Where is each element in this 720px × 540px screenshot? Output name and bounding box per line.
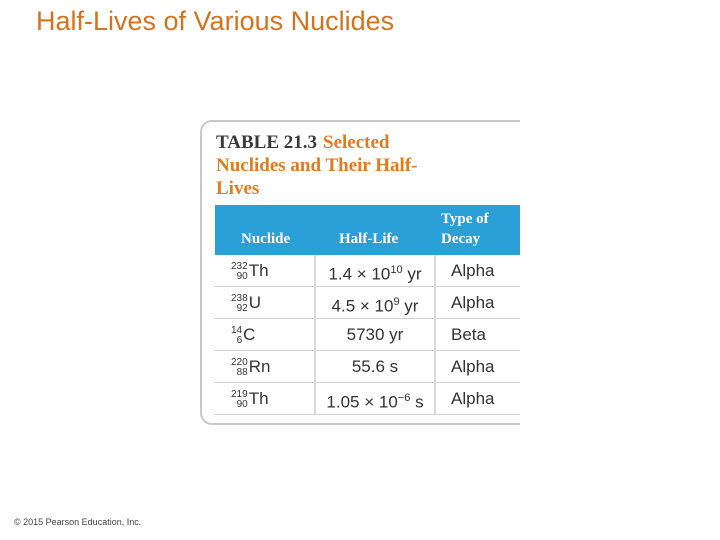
half-life-unit: yr bbox=[404, 296, 419, 316]
atomic-number: 92 bbox=[236, 302, 248, 314]
half-life-exponent: 9 bbox=[393, 296, 400, 308]
decay-cell: Alpha bbox=[451, 293, 495, 312]
element-symbol: Th bbox=[248, 261, 269, 280]
atomic-number: 90 bbox=[236, 270, 248, 282]
table-label: TABLE 21.3 bbox=[216, 132, 318, 153]
half-life-cell: 5730 yr bbox=[315, 319, 435, 350]
atomic-number: 88 bbox=[236, 366, 248, 378]
isotope-numbers: 220 88 bbox=[231, 356, 248, 378]
column-separator bbox=[314, 287, 316, 319]
isotope-numbers: 238 92 bbox=[231, 292, 248, 314]
half-life-cell: 4.5 × 109 yr bbox=[315, 287, 435, 318]
table-caption: TABLE 21.3 Selected Nuclides and Their Ha… bbox=[216, 131, 456, 200]
header-cell: Nuclide bbox=[241, 231, 291, 247]
column-separator bbox=[314, 255, 316, 287]
column-separator bbox=[434, 319, 436, 351]
column-separator bbox=[434, 351, 436, 383]
isotope-numbers: 232 90 bbox=[231, 260, 248, 282]
element-symbol: U bbox=[248, 293, 261, 312]
header-cell: Type of Decay bbox=[441, 211, 489, 247]
half-life-cell: 1.05 × 10−6 s bbox=[315, 383, 435, 414]
half-life-base: 1.4 × 10 bbox=[328, 264, 391, 284]
caption-text: Selected Nuclides and Their Half-Lives bbox=[216, 132, 418, 199]
element-symbol: Th bbox=[248, 389, 269, 408]
column-separator bbox=[314, 351, 316, 383]
half-life-unit: s bbox=[415, 392, 424, 412]
half-life-cell: 1.4 × 1010 yr bbox=[315, 255, 435, 286]
element-symbol: C bbox=[243, 325, 256, 344]
nuclide-cell: 232 90Th bbox=[231, 255, 269, 286]
atomic-number: 90 bbox=[236, 398, 248, 410]
table-header: Nuclide Half-Life Type of Decay bbox=[215, 205, 520, 255]
mass-number: 14 bbox=[231, 324, 243, 336]
decay-cell: Alpha bbox=[451, 261, 495, 280]
half-life-base: 1.05 × 10 bbox=[326, 392, 398, 412]
mass-number: 219 bbox=[231, 388, 248, 400]
nuclide-cell: 220 88Rn bbox=[231, 351, 270, 382]
element-symbol: Rn bbox=[248, 357, 271, 376]
column-separator bbox=[434, 287, 436, 319]
column-separator bbox=[314, 319, 316, 351]
half-life-unit: yr bbox=[407, 264, 422, 284]
half-life: 5730 yr bbox=[346, 325, 404, 344]
half-life-exponent: 10 bbox=[390, 264, 403, 276]
mass-number: 232 bbox=[231, 260, 248, 272]
mass-number: 220 bbox=[231, 356, 248, 368]
nuclide-cell: 219 90Th bbox=[231, 383, 269, 414]
decay-cell: Alpha bbox=[451, 389, 495, 408]
header-cell: Half-Life bbox=[339, 231, 399, 247]
column-separator bbox=[314, 383, 316, 415]
footer: © 2015 Pearson Education, Inc. bbox=[14, 517, 142, 527]
mass-number: 238 bbox=[231, 292, 248, 304]
half-life: 55.6 s bbox=[351, 357, 399, 376]
table-row: 232 90Th 1.4 × 1010 yr Alpha bbox=[215, 255, 520, 287]
half-life-cell: 55.6 s bbox=[315, 351, 435, 382]
nuclide-cell: 238 92U bbox=[231, 287, 261, 318]
column-separator bbox=[434, 255, 436, 287]
column-separator bbox=[434, 383, 436, 415]
table-row: 220 88Rn 55.6 s Alpha bbox=[215, 351, 520, 383]
decay-cell: Alpha bbox=[451, 357, 495, 376]
isotope-numbers: 14 6 bbox=[231, 324, 243, 346]
table-row: 14 6C 5730 yr Beta bbox=[215, 319, 520, 351]
table-frame bbox=[200, 120, 520, 425]
decay-cell: Beta bbox=[451, 325, 486, 344]
half-life-base: 4.5 × 10 bbox=[331, 296, 394, 316]
nuclide-cell: 14 6C bbox=[231, 319, 255, 350]
isotope-numbers: 219 90 bbox=[231, 388, 248, 410]
table-row: 238 92U 4.5 × 109 yr Alpha bbox=[215, 287, 520, 319]
slide-title: Half-Lives of Various Nuclides bbox=[36, 6, 395, 36]
atomic-number: 6 bbox=[236, 334, 243, 346]
table-row: 219 90Th 1.05 × 10−6 s Alpha bbox=[215, 383, 520, 415]
half-life-exponent: −6 bbox=[397, 392, 411, 404]
